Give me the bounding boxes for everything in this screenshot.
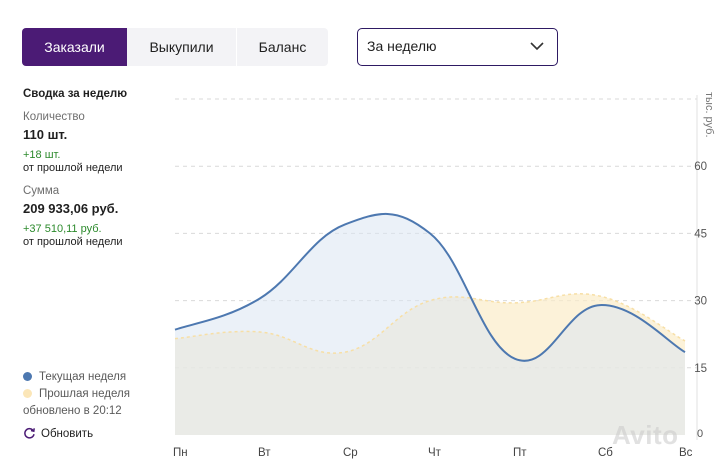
x-tick-label: Ср bbox=[343, 447, 358, 459]
updated-time: обновлено в 20:12 bbox=[23, 405, 122, 417]
x-tick-label: Вт bbox=[258, 447, 271, 459]
sum-value: 209 933,06 руб. bbox=[23, 201, 119, 216]
x-tick-label: Сб bbox=[598, 447, 613, 459]
weekly-summary: Сводка за неделю Количество 110 шт. +18 … bbox=[23, 88, 173, 248]
y-axis-label: тыс. руб. bbox=[703, 92, 715, 138]
x-tick-label: Чт bbox=[428, 447, 442, 459]
tab-redeemed[interactable]: Выкупили bbox=[127, 28, 237, 66]
y-tick-label: 45 bbox=[694, 228, 707, 240]
sum-change: +37 510,11 руб. bbox=[23, 223, 102, 235]
quantity-label: Количество bbox=[23, 111, 85, 123]
summary-title: Сводка за неделю bbox=[23, 88, 128, 100]
chevron-down-icon bbox=[530, 42, 544, 51]
y-tick-label: 0 bbox=[697, 428, 703, 440]
period-select-value: За неделю bbox=[367, 38, 437, 54]
legend-previous-dot bbox=[23, 389, 32, 398]
previous-week-line bbox=[174, 293, 686, 354]
chart-legend: Текущая неделя Прошлая неделя обновлено … bbox=[23, 369, 183, 420]
refresh-label: Обновить bbox=[41, 428, 94, 440]
legend-current-label: Текущая неделя bbox=[39, 371, 127, 383]
x-tick-label: Пн bbox=[173, 447, 188, 459]
tab-ordered[interactable]: Заказали bbox=[22, 28, 127, 66]
y-tick-label: 30 bbox=[694, 296, 707, 308]
quantity-change: +18 шт. bbox=[23, 149, 61, 161]
metric-tabs: Заказали Выкупили Баланс bbox=[22, 28, 328, 66]
current-week-line bbox=[174, 212, 686, 362]
x-tick-label: Пт bbox=[513, 447, 527, 459]
refresh-icon bbox=[24, 427, 35, 439]
tab-balance[interactable]: Баланс bbox=[258, 39, 307, 55]
legend-previous: Прошлая неделя bbox=[23, 386, 183, 403]
watermark: Avito bbox=[612, 420, 679, 450]
sum-change-note: от прошлой недели bbox=[23, 236, 123, 248]
quantity-change-note: от прошлой недели bbox=[23, 162, 123, 174]
y-tick-label: 15 bbox=[694, 363, 707, 375]
y-tick-label: 60 bbox=[694, 161, 707, 173]
legend-current: Текущая неделя bbox=[23, 369, 183, 386]
refresh-button[interactable]: Обновить bbox=[23, 427, 93, 440]
quantity-value: 110 шт. bbox=[23, 127, 68, 142]
sum-label: Сумма bbox=[23, 185, 60, 197]
legend-current-dot bbox=[23, 372, 32, 381]
current-week-area bbox=[175, 213, 685, 435]
period-select[interactable]: За неделю bbox=[357, 28, 558, 66]
legend-previous-label: Прошлая неделя bbox=[39, 388, 130, 400]
x-tick-label: Вс bbox=[679, 447, 693, 459]
